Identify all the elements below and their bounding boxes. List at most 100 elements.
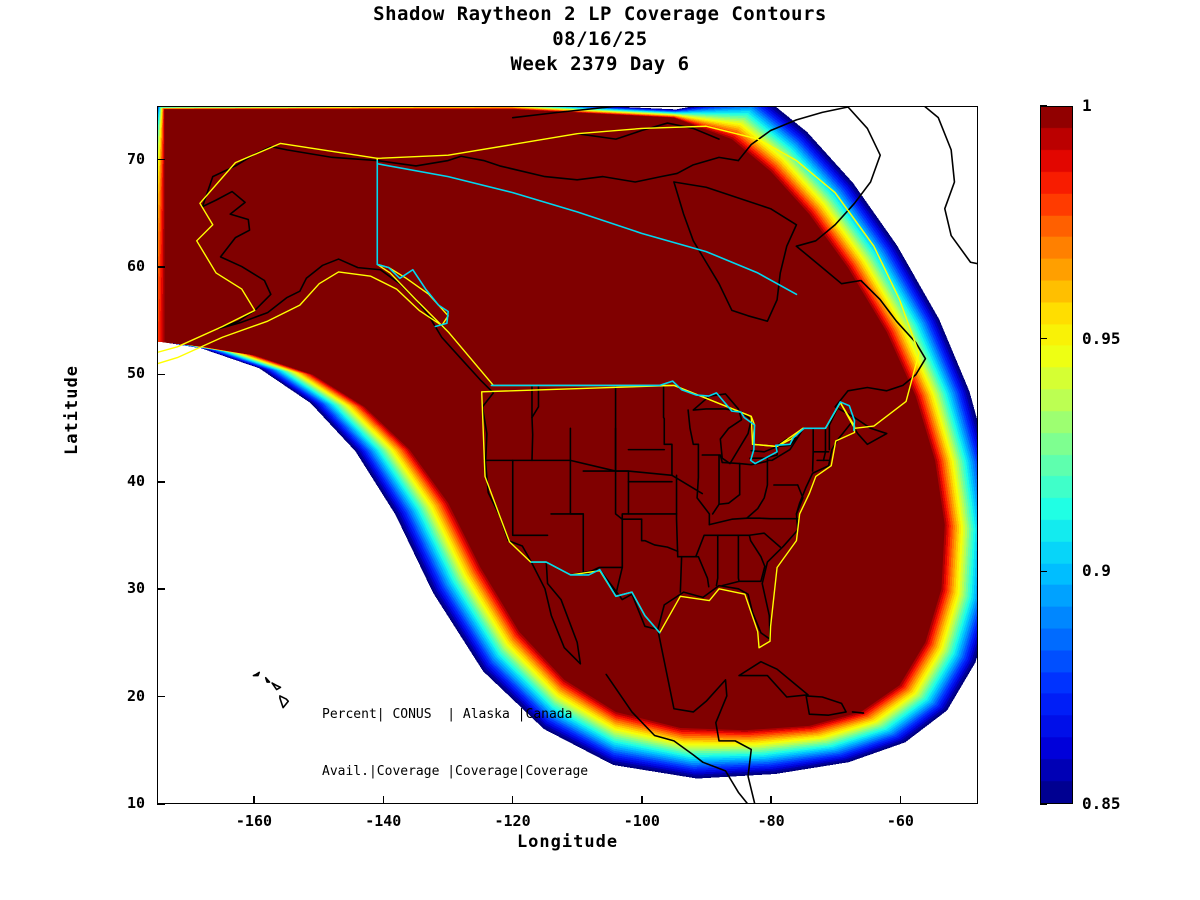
x-axis-tick <box>641 796 643 804</box>
colorbar-canvas <box>1041 107 1072 803</box>
coastline-path <box>530 561 659 665</box>
x-axis-tick-label: -140 <box>365 812 402 830</box>
coastline-path <box>795 484 804 515</box>
coastline-path <box>805 695 847 716</box>
coastline-path <box>428 315 533 563</box>
coastline-path <box>811 427 814 472</box>
coastline-path <box>851 711 865 714</box>
y-axis-tick <box>157 373 165 376</box>
x-axis-tick-label: -160 <box>235 812 273 830</box>
colorbar-tick <box>1040 105 1047 107</box>
coastline-path <box>718 493 741 506</box>
coastline-path <box>673 181 798 322</box>
y-axis-tick-label: 10 <box>126 794 145 812</box>
y-axis-tick <box>157 481 165 483</box>
coastline-path <box>745 456 769 520</box>
border-path <box>530 561 661 634</box>
coastline-path <box>711 454 720 515</box>
x-axis-title: Longitude <box>516 832 619 852</box>
coastline-path <box>924 107 977 265</box>
y-axis-title: Latitude <box>62 365 82 455</box>
coastline-path <box>576 122 720 140</box>
stats-header-row-1: Percent| CONUS | Alaska |Canada <box>322 707 573 722</box>
coastline-path <box>264 676 271 683</box>
coastline-path <box>511 107 617 119</box>
x-axis-tick <box>253 796 255 804</box>
y-axis-tick-label: 20 <box>126 686 145 705</box>
coastline-path <box>694 534 709 558</box>
map-plot-area: Percent| CONUS | Alaska |Canada Avail.|C… <box>157 106 978 804</box>
y-axis-tick <box>157 588 165 590</box>
x-axis-tick-label: -100 <box>623 812 660 830</box>
colorbar-tick <box>1040 570 1047 573</box>
coastline-path <box>721 534 766 587</box>
x-axis-tick <box>382 796 384 804</box>
title-line-3: Week 2379 Day 6 <box>510 53 690 75</box>
x-axis-tick <box>770 796 772 804</box>
coastline-path <box>737 534 740 583</box>
y-axis-tick <box>157 266 165 268</box>
region-boundary-path <box>158 142 449 365</box>
y-axis-tick <box>157 803 165 805</box>
x-axis-tick-label: -120 <box>494 812 531 830</box>
x-axis-tick <box>899 796 902 804</box>
coastline-path <box>483 459 704 495</box>
coastline-path <box>696 443 711 526</box>
y-axis-tick <box>157 158 165 161</box>
border-path <box>490 380 856 465</box>
coastline-path <box>605 673 748 803</box>
x-axis-tick-label: -80 <box>757 812 785 830</box>
coastline-path <box>271 682 282 691</box>
colorbar-gradient <box>1040 106 1073 804</box>
coastline-path <box>795 245 927 467</box>
coastline-path <box>675 474 679 558</box>
coastline-path <box>737 107 849 162</box>
x-axis-tick <box>511 796 514 804</box>
border-path <box>376 162 798 296</box>
title-line-1: Shadow Raytheon 2 LP Coverage Contours <box>373 3 827 25</box>
coastline-path <box>721 461 741 496</box>
coastline-path <box>676 555 710 588</box>
coverage-stats-table: Percent| CONUS | Alaska |Canada Avail.|C… <box>322 667 604 803</box>
national-border-lines <box>376 159 856 634</box>
coastline-path <box>738 660 809 698</box>
coastline-path <box>640 518 679 553</box>
coastline-path <box>201 190 446 330</box>
title-line-2: 08/16/25 <box>552 28 648 50</box>
region-boundary-path <box>376 125 920 448</box>
coastline-path <box>715 534 719 587</box>
coastline-path <box>252 671 261 677</box>
coastline-path <box>679 555 683 593</box>
coastline-path <box>701 454 724 464</box>
coastline-path <box>656 464 830 640</box>
coastline-path <box>662 384 673 477</box>
figure-title: Shadow Raytheon 2 LP Coverage Contours 0… <box>0 2 1200 77</box>
y-axis-tick-label: 30 <box>126 579 145 598</box>
coastline-path <box>279 695 290 709</box>
coastline-path <box>766 428 804 462</box>
colorbar-tick-label: 0.95 <box>1082 328 1121 348</box>
coastline-path <box>687 409 700 446</box>
x-axis-tick-label: -60 <box>886 812 914 830</box>
colorbar-tick <box>1040 337 1047 340</box>
stats-header-row-2: Avail.|Coverage |Coverage|Coverage <box>322 764 589 779</box>
coastline-path <box>511 459 549 537</box>
coastline-path <box>795 107 882 247</box>
y-axis-tick-label: 70 <box>126 149 145 168</box>
colorbar-tick-label: 0.85 <box>1082 794 1121 813</box>
y-axis-tick-label: 50 <box>126 364 145 383</box>
coastline-path <box>531 384 534 462</box>
coastline-path <box>376 155 740 183</box>
y-axis-tick-label: 40 <box>126 471 145 490</box>
coastline-path <box>708 517 799 526</box>
colorbar-tick-label: 1 <box>1082 96 1092 115</box>
colorbar <box>1040 106 1073 804</box>
map-canvas <box>158 107 977 803</box>
coastline-path <box>531 384 540 419</box>
coastline-path <box>738 460 769 466</box>
colorbar-tick <box>1040 803 1047 805</box>
coastline-path <box>656 628 756 803</box>
coverage-core-region <box>164 109 945 731</box>
y-axis-tick <box>157 695 165 698</box>
